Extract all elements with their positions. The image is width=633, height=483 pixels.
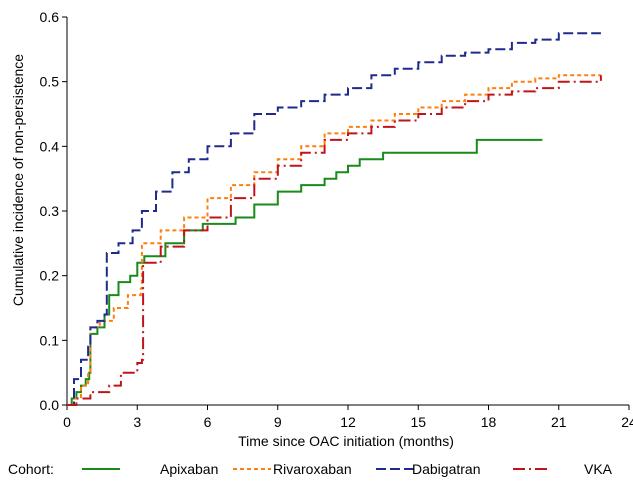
x-tick-label: 15 — [410, 414, 426, 430]
legend-label-dabigatran: Dabigatran — [412, 461, 481, 477]
y-axis-title: Cumulative incidence of non-persistence — [10, 54, 26, 306]
legend-label-vka: VKA — [584, 461, 613, 477]
y-tick-label: 0.4 — [40, 138, 60, 154]
legend: Cohort: Apixaban Rivaroxaban Dabigatran VKA — [8, 461, 613, 477]
x-tick-label: 12 — [340, 414, 356, 430]
series-line-apixaban — [67, 138, 543, 406]
axes: 0 3 6 9 12 15 18 21 24 0.0 0.1 0.2 0.3 0.4 0.5 0.6 — [40, 9, 633, 430]
series-line-dabigatran — [67, 32, 601, 406]
y-tick-label: 0.2 — [40, 268, 60, 284]
y-tick-label: 0.6 — [40, 9, 60, 25]
x-tick-label: 6 — [204, 414, 212, 430]
x-axis-title: Time since OAC initiation (months) — [238, 433, 454, 449]
x-tick-label: 3 — [133, 414, 141, 430]
series-layer — [67, 32, 602, 406]
series-line-vka — [67, 75, 602, 406]
y-tick-label: 0.0 — [40, 397, 60, 413]
x-tick-label: 21 — [551, 414, 567, 430]
legend-title: Cohort: — [8, 461, 54, 477]
legend-label-apixaban: Apixaban — [160, 461, 218, 477]
legend-label-rivaroxaban: Rivaroxaban — [273, 461, 352, 477]
series-line-rivaroxaban — [67, 74, 601, 406]
y-tick-label: 0.5 — [40, 74, 60, 90]
y-tick-label: 0.3 — [40, 203, 60, 219]
x-tick-label: 9 — [274, 414, 282, 430]
x-tick-label: 0 — [63, 414, 71, 430]
y-tick-label: 0.1 — [40, 332, 60, 348]
x-tick-label: 24 — [621, 414, 633, 430]
x-tick-label: 18 — [481, 414, 497, 430]
